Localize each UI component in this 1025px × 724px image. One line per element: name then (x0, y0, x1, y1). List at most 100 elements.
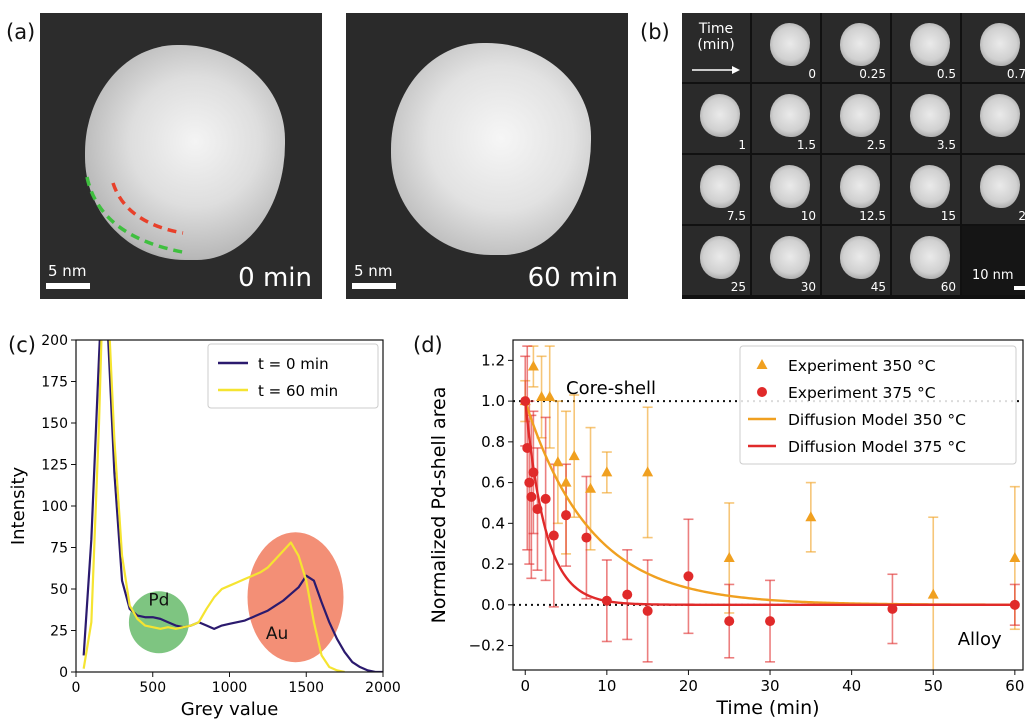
x-tick-label: 1500 (288, 680, 324, 696)
x-tick-label: 0 (520, 677, 530, 695)
scale-bar (1014, 286, 1025, 290)
x-tick-label: 2000 (365, 680, 400, 696)
time-frame: 25 (682, 226, 750, 295)
data-point-375 (1009, 599, 1020, 610)
time-frame: 2.5 (822, 84, 890, 153)
nanoparticle (700, 165, 740, 208)
data-point-350 (560, 476, 572, 487)
outer-arc (85, 176, 189, 255)
frame-time-label: 0 (808, 67, 816, 81)
time-frame: 10 (752, 155, 820, 224)
legend-label: Diffusion Model 375 °C (788, 438, 966, 456)
nanoparticle (980, 23, 1020, 66)
x-tick-label: 500 (139, 680, 166, 696)
nanoparticle (770, 165, 810, 208)
y-tick-label: 200 (41, 333, 68, 349)
panel-label-c: (c) (8, 333, 36, 357)
nanoparticle (840, 23, 880, 66)
time-frame: 0 (752, 13, 820, 82)
panel-label-b: (b) (640, 20, 670, 44)
data-point-375 (528, 467, 539, 478)
data-point-350 (601, 466, 613, 477)
x-tick-label: 0 (72, 680, 81, 696)
data-point-375 (532, 504, 543, 515)
frame-time-label: 0.25 (859, 67, 886, 81)
nanoparticle (770, 23, 810, 66)
frame-time-label: 0.5 (936, 67, 956, 81)
time-frame: 60 (892, 226, 960, 295)
y-tick-label: 0.6 (481, 474, 505, 492)
time-header-line1: Time (698, 21, 734, 37)
y-tick-label: 0.8 (481, 433, 505, 451)
au-label: Au (266, 624, 288, 644)
scale-bar-cell: 10 nm (962, 226, 1025, 295)
time-frame: 12.5 (822, 155, 890, 224)
series-line-1 (82, 340, 345, 672)
y-tick-label: 75 (50, 541, 68, 557)
x-tick-label: 50 (924, 677, 943, 695)
nanoparticle (840, 94, 880, 137)
time-header-line2: (min) (697, 37, 735, 53)
time-frame: 2 (962, 155, 1025, 224)
legend-label: t = 60 min (258, 382, 338, 400)
y-tick-label: 100 (41, 499, 68, 515)
data-point-350 (568, 450, 580, 461)
frame-time-label: 10 (800, 209, 816, 223)
legend-label: Diffusion Model 350 °C (788, 411, 966, 429)
y-tick-label: 175 (41, 375, 68, 391)
frame-time-label: 15 (940, 209, 956, 223)
data-point-350 (1009, 551, 1021, 562)
data-point-375 (765, 616, 776, 627)
time-frame: 0.25 (822, 13, 890, 82)
y-tick-label: 50 (50, 582, 68, 598)
data-point-350 (642, 466, 654, 477)
data-point-350 (536, 391, 548, 402)
nanoparticle (910, 23, 950, 66)
data-point-375 (601, 595, 612, 606)
plot-frame (512, 339, 1024, 671)
data-point-350 (805, 511, 817, 522)
x-tick-label: 60 (1005, 677, 1024, 695)
frame-time-label: 2.5 (866, 138, 886, 152)
y-tick-label: 0 (59, 665, 68, 681)
scale-bar (352, 283, 396, 289)
frame-time-label: 0.7 (1006, 67, 1025, 81)
data-point-375 (581, 532, 592, 543)
diffusion-chart: Core-shell Alloy 0 10 20 30 40 50 60 −0.2 0.0 0.2 0.… (428, 339, 1024, 719)
frame-time-label: 30 (800, 280, 816, 294)
x-tick-label: 20 (679, 677, 698, 695)
y-tick-label: 25 (50, 624, 68, 640)
data-point-375 (642, 605, 653, 616)
data-point-375 (683, 571, 694, 582)
alloy-label: Alloy (958, 629, 1002, 650)
x-tick-label: 1000 (212, 680, 248, 696)
time-series-grid: Time (min) 0 0.25 0.5 0.7 1 1.5 2.5 3.5 7.5 10 12.5 1… (682, 13, 1025, 299)
nanoparticle (770, 94, 810, 137)
time-frame: 15 (892, 155, 960, 224)
x-axis-label: Grey value (181, 699, 279, 720)
stem-image-60min: 5 nm 60 min (346, 13, 628, 299)
x-axis-label: Time (min) (715, 697, 819, 719)
scale-bar-label: 10 nm (972, 268, 1014, 283)
legend-box (207, 343, 379, 409)
frame-time-label: 2 (1018, 209, 1025, 223)
time-frame (962, 84, 1025, 153)
data-point-350 (527, 360, 539, 371)
time-frame: 1.5 (752, 84, 820, 153)
data-point-350 (585, 482, 597, 493)
data-point-375 (520, 396, 531, 407)
data-point-375 (548, 530, 559, 541)
nanoparticle (700, 94, 740, 137)
time-frame: 45 (822, 226, 890, 295)
nanoparticle (840, 165, 880, 208)
x-tick-label: 40 (842, 677, 861, 695)
nanoparticle (980, 94, 1020, 137)
data-point-350 (927, 588, 939, 599)
frame-time-label: 1 (738, 138, 746, 152)
nanoparticle (840, 236, 880, 279)
time-label: 0 min (238, 263, 312, 293)
scale-bar (46, 283, 90, 289)
panel-label-a: (a) (6, 20, 36, 44)
frame-time-label: 12.5 (859, 209, 886, 223)
data-point-350 (544, 391, 556, 402)
